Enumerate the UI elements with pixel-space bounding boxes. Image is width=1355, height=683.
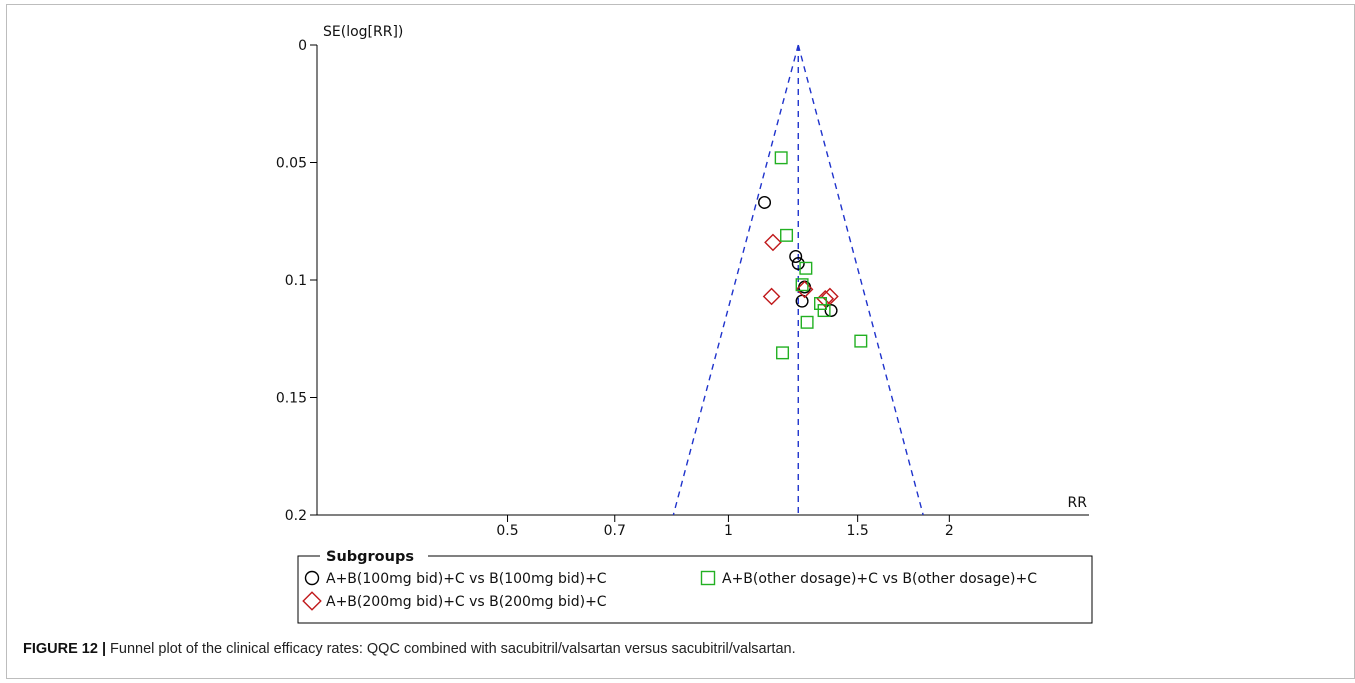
figure-frame: 0 0.05 0.1 0.15 0.2 0.5 0.7 1 1.5 2 SE(log[RR]) RR S…	[6, 4, 1355, 679]
data-point-circle	[789, 249, 803, 263]
y-tick-label: 0	[298, 38, 307, 54]
legend-entry-label: A+B(100mg bid)+C vs B(100mg bid)+C	[326, 571, 607, 587]
legend-marker-diamond	[302, 591, 322, 611]
x-axis-label: RR	[1068, 495, 1088, 511]
x-tick-label: 0.5	[496, 523, 518, 539]
data-point-diamond	[764, 233, 782, 252]
data-point-diamond	[762, 287, 781, 306]
y-axis-label: SE(log[RR])	[323, 24, 403, 40]
y-tick-label: 0.2	[285, 508, 307, 524]
data-point-square	[814, 297, 828, 311]
caption-text: Funnel plot of the clinical efficacy rat…	[106, 641, 796, 657]
legend-title: Subgroups	[326, 549, 414, 565]
y-tick-label: 0.15	[276, 391, 307, 407]
data-point-diamond	[816, 289, 835, 308]
legend-marker-circle	[304, 570, 320, 586]
legend-box	[297, 555, 1093, 624]
data-point-circle	[758, 195, 772, 209]
legend-entry-label: A+B(200mg bid)+C vs B(200mg bid)+C	[326, 594, 607, 610]
data-point-circle	[824, 304, 838, 318]
legend-marker-square	[700, 570, 716, 586]
funnel-left-line	[672, 44, 799, 516]
x-tick-label: 1.5	[847, 523, 869, 539]
y-tick-label: 0.05	[276, 156, 307, 172]
x-tick-label: 1	[724, 523, 733, 539]
legend-entry-label: A+B(other dosage)+C vs B(other dosage)+C	[722, 571, 1037, 587]
data-point-square	[817, 304, 831, 318]
data-point-square	[776, 346, 790, 360]
funnel-plot: 0 0.05 0.1 0.15 0.2 0.5 0.7 1 1.5 2 SE(log[RR]) RR S…	[276, 24, 1093, 624]
x-tick-label: 0.7	[604, 523, 626, 539]
data-point-square	[800, 315, 814, 329]
y-tick-label: 0.1	[285, 273, 307, 289]
data-point-square	[780, 228, 794, 242]
data-point-square	[854, 334, 868, 348]
data-point-square	[795, 278, 809, 292]
figure-caption: FIGURE 12 | Funnel plot of the clinical …	[23, 641, 1343, 657]
data-point-square	[774, 151, 788, 165]
funnel-right-line	[797, 44, 924, 516]
data-point-diamond	[795, 280, 814, 299]
data-point-circle	[791, 257, 805, 271]
data-point-square	[799, 261, 813, 275]
caption-label: FIGURE 12 |	[23, 641, 107, 657]
x-tick-label: 2	[945, 523, 954, 539]
